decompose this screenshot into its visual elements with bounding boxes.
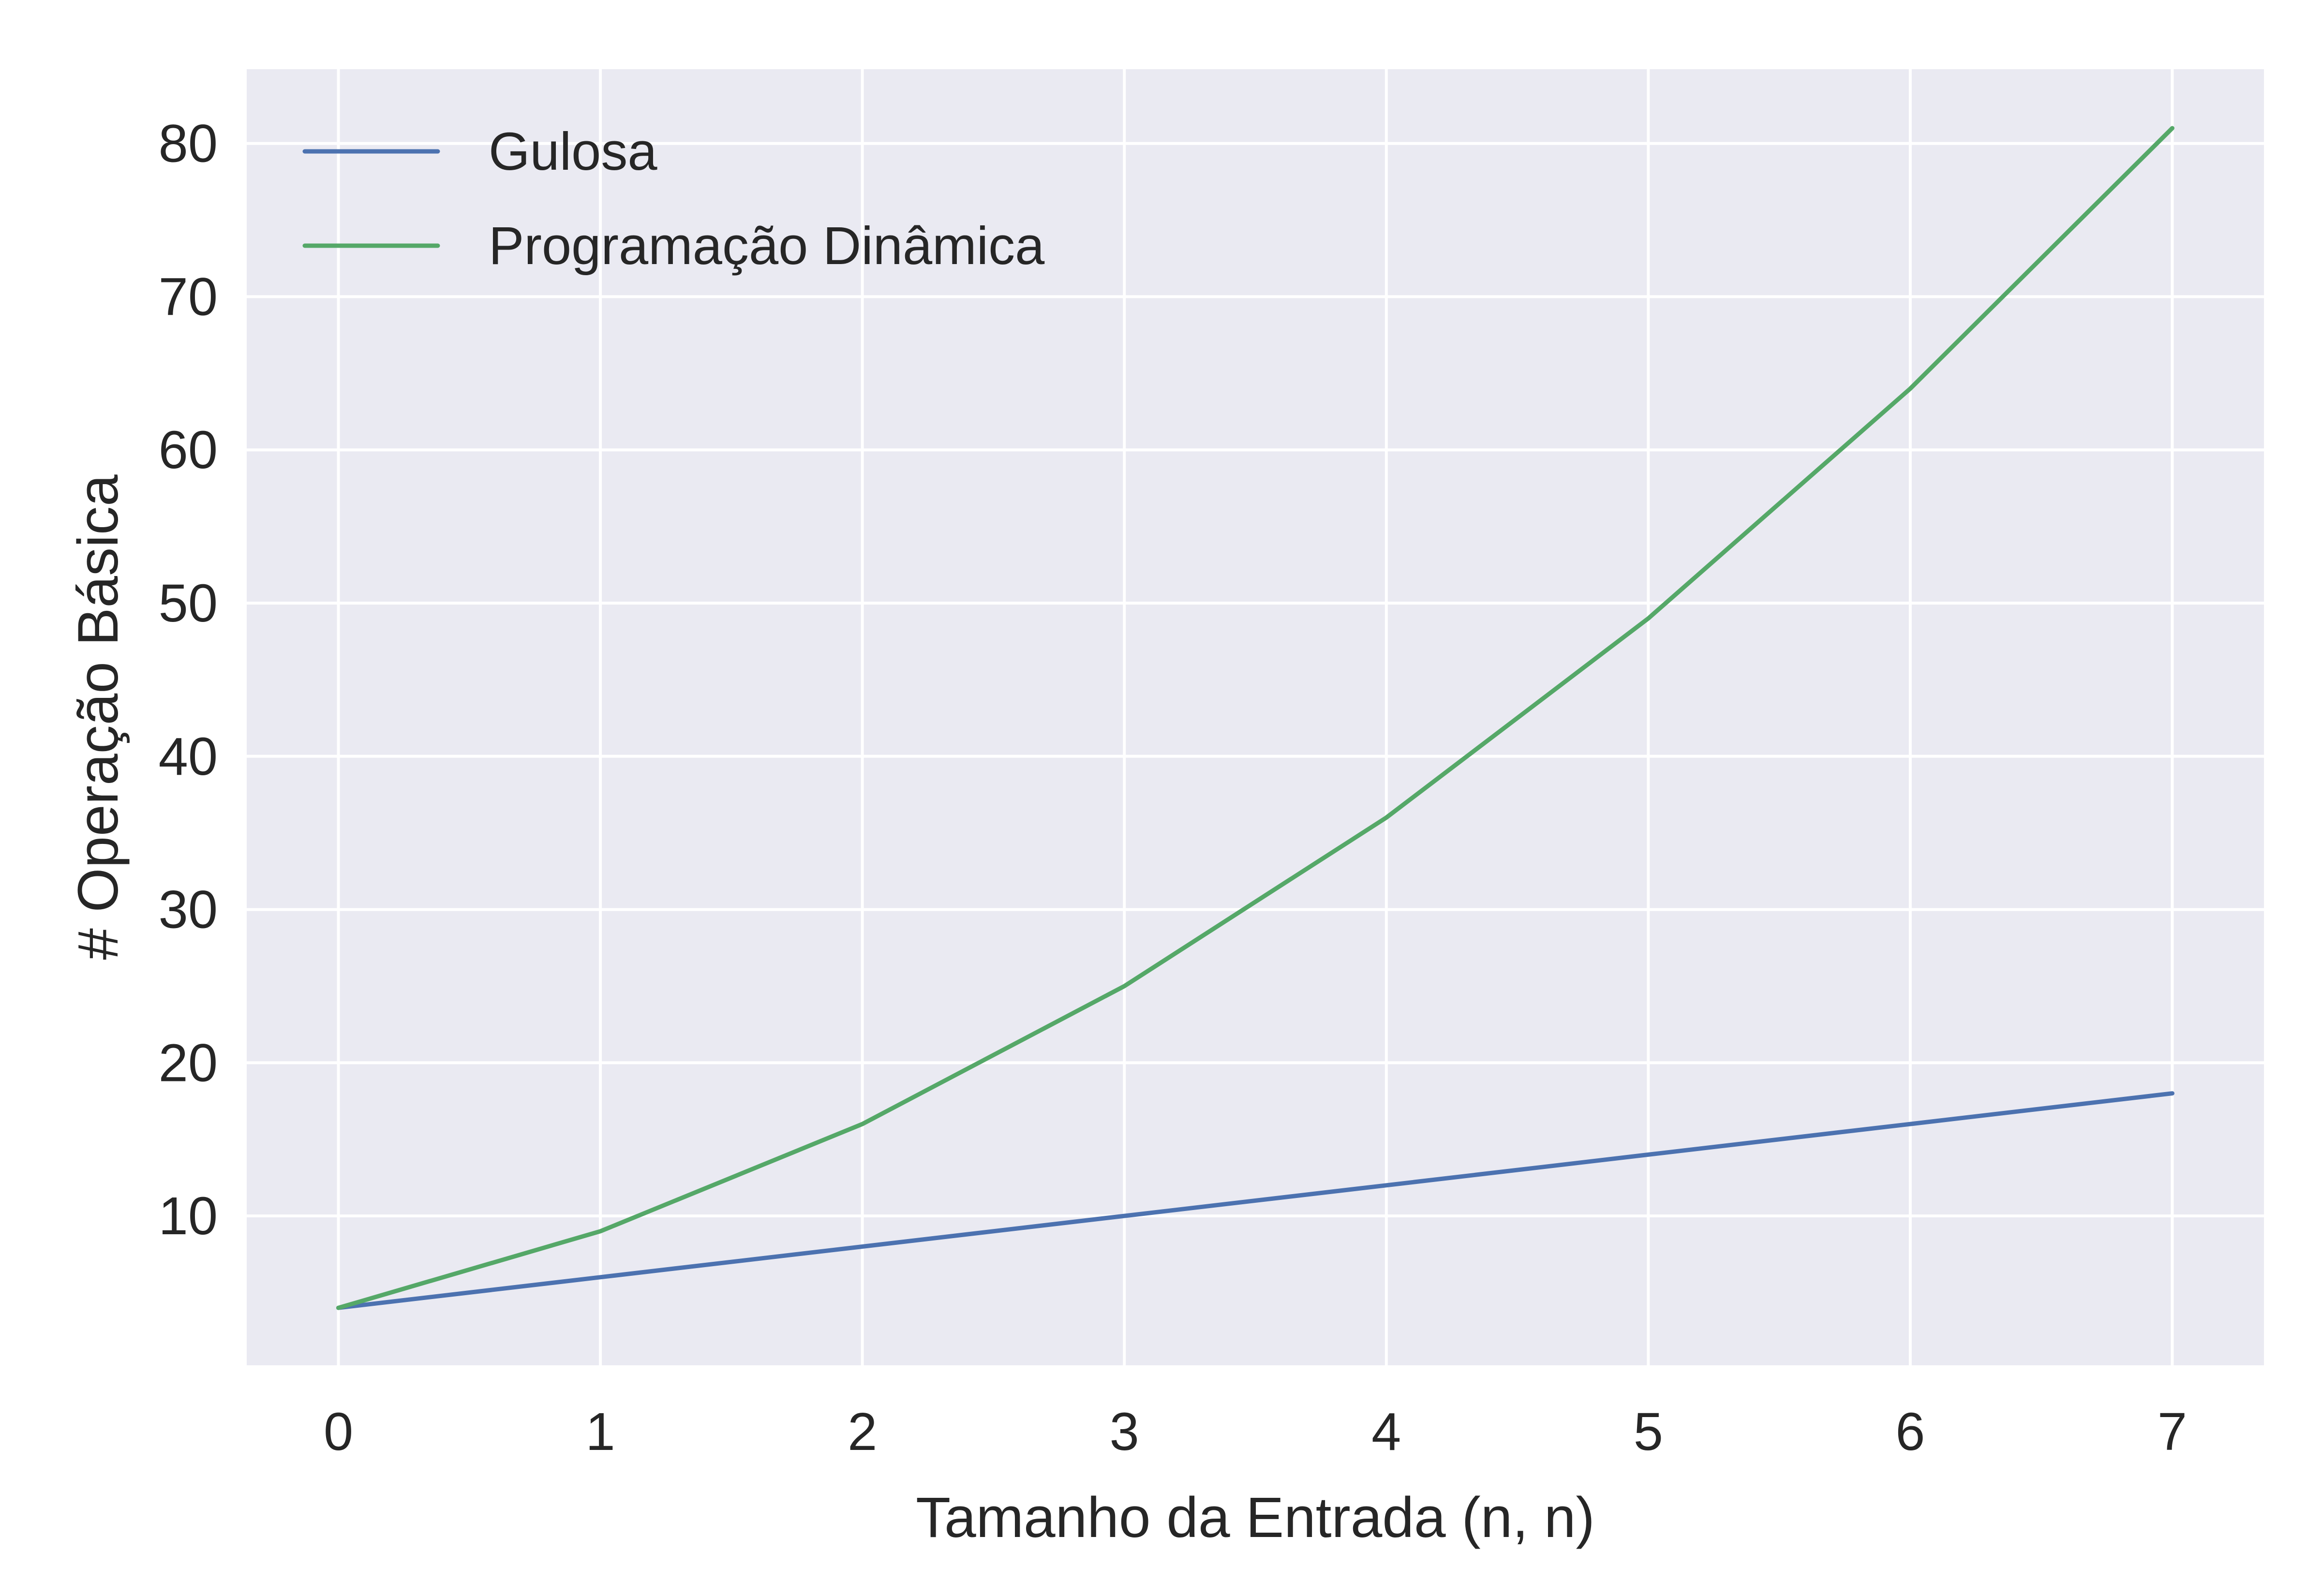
y-tick-label: 60 [159, 420, 218, 480]
x-tick-label: 4 [1371, 1402, 1401, 1462]
series-line-1 [336, 126, 2174, 1310]
y-tick-label: 70 [159, 267, 218, 326]
y-tick-labels: 10 20 30 40 50 60 70 80 [159, 114, 218, 1246]
x-tick-label: 0 [324, 1402, 353, 1462]
legend: Gulosa Programação Dinâmica [302, 122, 1045, 276]
x-tick-labels: 0 1 2 3 4 5 6 7 [324, 1402, 2187, 1462]
x-tick-label: 7 [2158, 1402, 2187, 1462]
x-tick-label: 2 [848, 1402, 877, 1462]
y-tick-label: 40 [159, 727, 218, 786]
plot-area [247, 69, 2264, 1365]
grid-lines [247, 69, 2264, 1365]
series-line-0 [336, 1091, 2174, 1310]
y-tick-label: 80 [159, 114, 218, 174]
y-tick-label: 50 [159, 574, 218, 633]
legend-label-1: Programação Dinâmica [489, 216, 1045, 276]
series-lines [336, 126, 2174, 1310]
y-tick-label: 30 [159, 880, 218, 940]
x-tick-label: 3 [1110, 1402, 1139, 1462]
y-tick-label: 20 [159, 1033, 218, 1093]
legend-label-0: Gulosa [489, 122, 657, 181]
x-tick-label: 6 [1895, 1402, 1925, 1462]
x-axis-label: Tamanho da Entrada (n, n) [916, 1486, 1595, 1550]
x-tick-label: 1 [586, 1402, 615, 1462]
y-axis-label: # Operação Básica [66, 474, 130, 960]
x-tick-label: 5 [1634, 1402, 1663, 1462]
y-tick-label: 10 [159, 1186, 218, 1246]
